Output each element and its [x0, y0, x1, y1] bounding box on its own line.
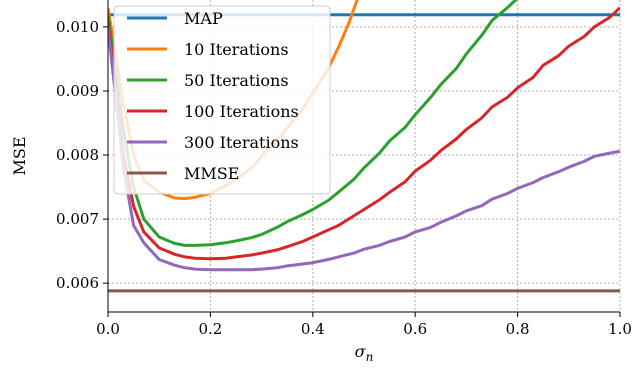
legend-label-10-iterations: 10 Iterations	[184, 40, 289, 59]
x-tick-label: 0.4	[301, 320, 325, 338]
x-tick-label: 1.0	[608, 320, 632, 338]
x-tick-label: 0.6	[403, 320, 427, 338]
x-axis-label-symbol: σ	[355, 342, 367, 361]
legend-label-100-iterations: 100 Iterations	[184, 102, 299, 121]
y-tick-label: 0.007	[56, 210, 99, 228]
x-axis-label-subscript: n	[366, 350, 374, 364]
x-tick-label: 0.8	[506, 320, 530, 338]
x-axis-label: σn	[355, 342, 374, 364]
y-tick-label: 0.010	[56, 18, 99, 36]
y-tick-label: 0.009	[56, 82, 99, 100]
series-line-300-iterations	[108, 26, 620, 272]
y-tick-label: 0.008	[56, 146, 99, 164]
legend: MAP 10 Iterations 50 Iterations 100 Iterati…	[113, 5, 331, 195]
x-tick-label: 0.2	[198, 320, 222, 338]
legend-label-mmse: MMSE	[184, 164, 239, 183]
series-line-50-iterations	[108, 0, 518, 247]
legend-frame	[113, 5, 331, 195]
x-tick-label: 0.0	[96, 320, 120, 338]
series-line-100-iterations	[108, 6, 620, 261]
y-axis-label: MSE	[10, 136, 29, 175]
y-tick-label: 0.006	[56, 274, 99, 292]
axes-spines	[107, 0, 620, 313]
legend-label-map: MAP	[184, 9, 223, 28]
axis-ticks: 0.0 0.2 0.4 0.6 0.8 1.0 0.006 0.007 0.008 0.009 0.…	[56, 18, 632, 338]
legend-label-50-iterations: 50 Iterations	[184, 71, 289, 90]
legend-label-300-iterations: 300 Iterations	[184, 133, 299, 152]
